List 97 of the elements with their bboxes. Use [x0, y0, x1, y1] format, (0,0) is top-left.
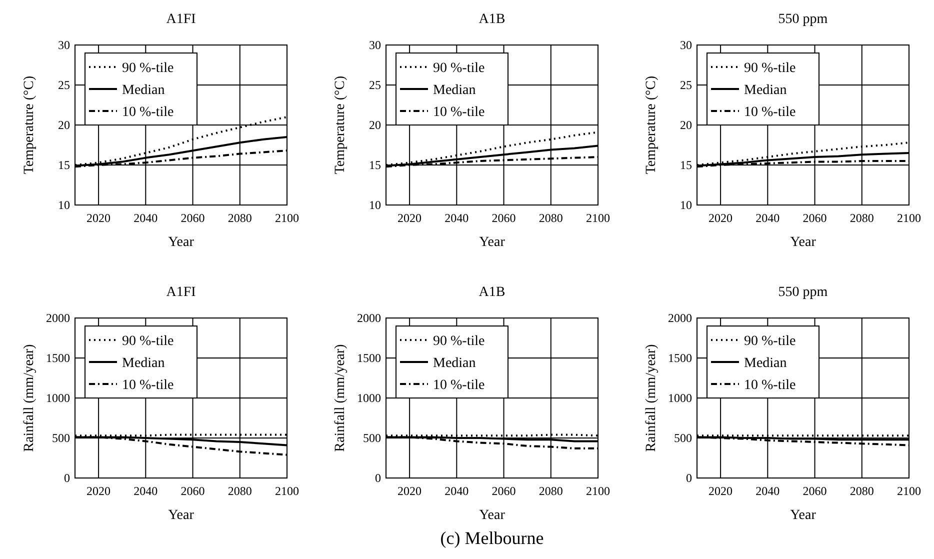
- y-tick-label: 10: [680, 198, 692, 212]
- x-tick-label: 2080: [228, 211, 252, 225]
- x-tick-label: 2040: [444, 484, 469, 498]
- x-tick-label: 2020: [708, 484, 733, 498]
- x-tick-label: 2040: [444, 211, 469, 225]
- legend-label: Median: [744, 83, 787, 98]
- legend-label: 10 %-tile: [122, 378, 174, 393]
- legend-label: 90 %-tile: [744, 61, 796, 76]
- y-tick-label: 20: [58, 118, 70, 132]
- y-axis-title: Rainfall (mm/year): [22, 344, 37, 452]
- x-tick-label: 2060: [802, 484, 827, 498]
- x-tick-label: 2080: [538, 211, 563, 225]
- x-tick-label: 2100: [586, 484, 610, 498]
- chart-title: A1B: [478, 12, 506, 27]
- y-tick-label: 500: [674, 431, 692, 445]
- chart-title: A1FI: [166, 285, 196, 300]
- chart-title: 550 ppm: [778, 12, 828, 27]
- y-tick-label: 10: [58, 198, 70, 212]
- x-tick-label: 2060: [180, 211, 205, 225]
- legend-label: 10 %-tile: [744, 105, 796, 120]
- legend-label: 90 %-tile: [433, 334, 485, 349]
- legend-label: 10 %-tile: [433, 105, 485, 120]
- x-tick-label: 2020: [398, 484, 422, 498]
- x-tick-label: 2040: [756, 484, 780, 498]
- chart-title: A1FI: [166, 12, 196, 27]
- y-tick-label: 0: [64, 471, 70, 485]
- x-tick-label: 2080: [538, 484, 563, 498]
- y-axis-title: Temperature (°C): [333, 76, 348, 174]
- legend-label: 90 %-tile: [122, 61, 174, 76]
- y-tick-label: 15: [369, 158, 381, 172]
- y-tick-label: 20: [369, 118, 381, 132]
- y-axis-title: Temperature (°C): [22, 76, 37, 174]
- x-tick-label: 2060: [180, 484, 205, 498]
- legend-label: Median: [122, 356, 165, 371]
- y-axis-title: Temperature (°C): [644, 76, 659, 174]
- x-tick-label: 2080: [850, 484, 874, 498]
- x-tick-label: 2020: [708, 211, 733, 225]
- x-tick-label: 2040: [134, 211, 158, 225]
- chart-title: A1B: [478, 285, 506, 300]
- x-tick-label: 2040: [134, 484, 158, 498]
- y-tick-label: 500: [52, 431, 70, 445]
- y-tick-label: 25: [369, 78, 381, 92]
- y-tick-label: 0: [686, 471, 692, 485]
- x-tick-label: 2060: [492, 484, 516, 498]
- legend-label: Median: [122, 83, 165, 98]
- y-tick-label: 30: [369, 38, 381, 52]
- x-axis-title: Year: [479, 235, 506, 250]
- x-tick-label: 2020: [398, 211, 422, 225]
- y-tick-label: 1500: [46, 351, 70, 365]
- x-axis-title: Year: [790, 235, 816, 250]
- legend-label: 10 %-tile: [744, 378, 796, 393]
- y-tick-label: 1000: [357, 391, 381, 405]
- chart-title: 550 ppm: [778, 285, 828, 300]
- legend-label: 10 %-tile: [433, 378, 485, 393]
- y-tick-label: 25: [58, 78, 70, 92]
- x-axis-title: Year: [479, 508, 506, 523]
- x-tick-label: 2040: [756, 211, 780, 225]
- y-tick-label: 20: [680, 118, 692, 132]
- y-tick-label: 30: [680, 38, 692, 52]
- y-tick-label: 15: [58, 158, 70, 172]
- x-tick-label: 2060: [802, 211, 827, 225]
- legend-label: 90 %-tile: [744, 334, 796, 349]
- legend-label: Median: [433, 83, 476, 98]
- legend-label: 10 %-tile: [122, 105, 174, 120]
- legend-label: 90 %-tile: [122, 334, 174, 349]
- y-tick-label: 0: [375, 471, 381, 485]
- y-tick-label: 2000: [357, 311, 381, 325]
- x-tick-label: 2060: [492, 211, 516, 225]
- y-axis-title: Rainfall (mm/year): [644, 344, 659, 452]
- x-tick-label: 2080: [850, 211, 874, 225]
- y-tick-label: 30: [58, 38, 70, 52]
- x-tick-label: 2100: [586, 211, 610, 225]
- x-tick-label: 2020: [86, 211, 111, 225]
- y-tick-label: 2000: [46, 311, 70, 325]
- y-axis-title: Rainfall (mm/year): [333, 344, 348, 452]
- legend-label: 90 %-tile: [433, 61, 485, 76]
- x-tick-label: 2100: [897, 484, 921, 498]
- y-tick-label: 25: [680, 78, 692, 92]
- x-tick-label: 2100: [275, 211, 299, 225]
- x-tick-label: 2100: [897, 211, 921, 225]
- y-tick-label: 1000: [46, 391, 70, 405]
- y-tick-label: 1500: [668, 351, 692, 365]
- legend-label: Median: [744, 356, 787, 371]
- y-tick-label: 1500: [357, 351, 381, 365]
- y-tick-label: 1000: [668, 391, 692, 405]
- y-tick-label: 2000: [668, 311, 692, 325]
- x-tick-label: 2100: [275, 484, 299, 498]
- y-tick-label: 15: [680, 158, 692, 172]
- x-axis-title: Year: [168, 508, 194, 523]
- text: (c) Melbourne: [440, 528, 544, 548]
- x-axis-title: Year: [790, 508, 816, 523]
- x-tick-label: 2080: [228, 484, 252, 498]
- legend-label: Median: [433, 356, 476, 371]
- x-axis-title: Year: [168, 235, 194, 250]
- y-tick-label: 500: [363, 431, 381, 445]
- y-tick-label: 10: [369, 198, 381, 212]
- x-tick-label: 2020: [86, 484, 111, 498]
